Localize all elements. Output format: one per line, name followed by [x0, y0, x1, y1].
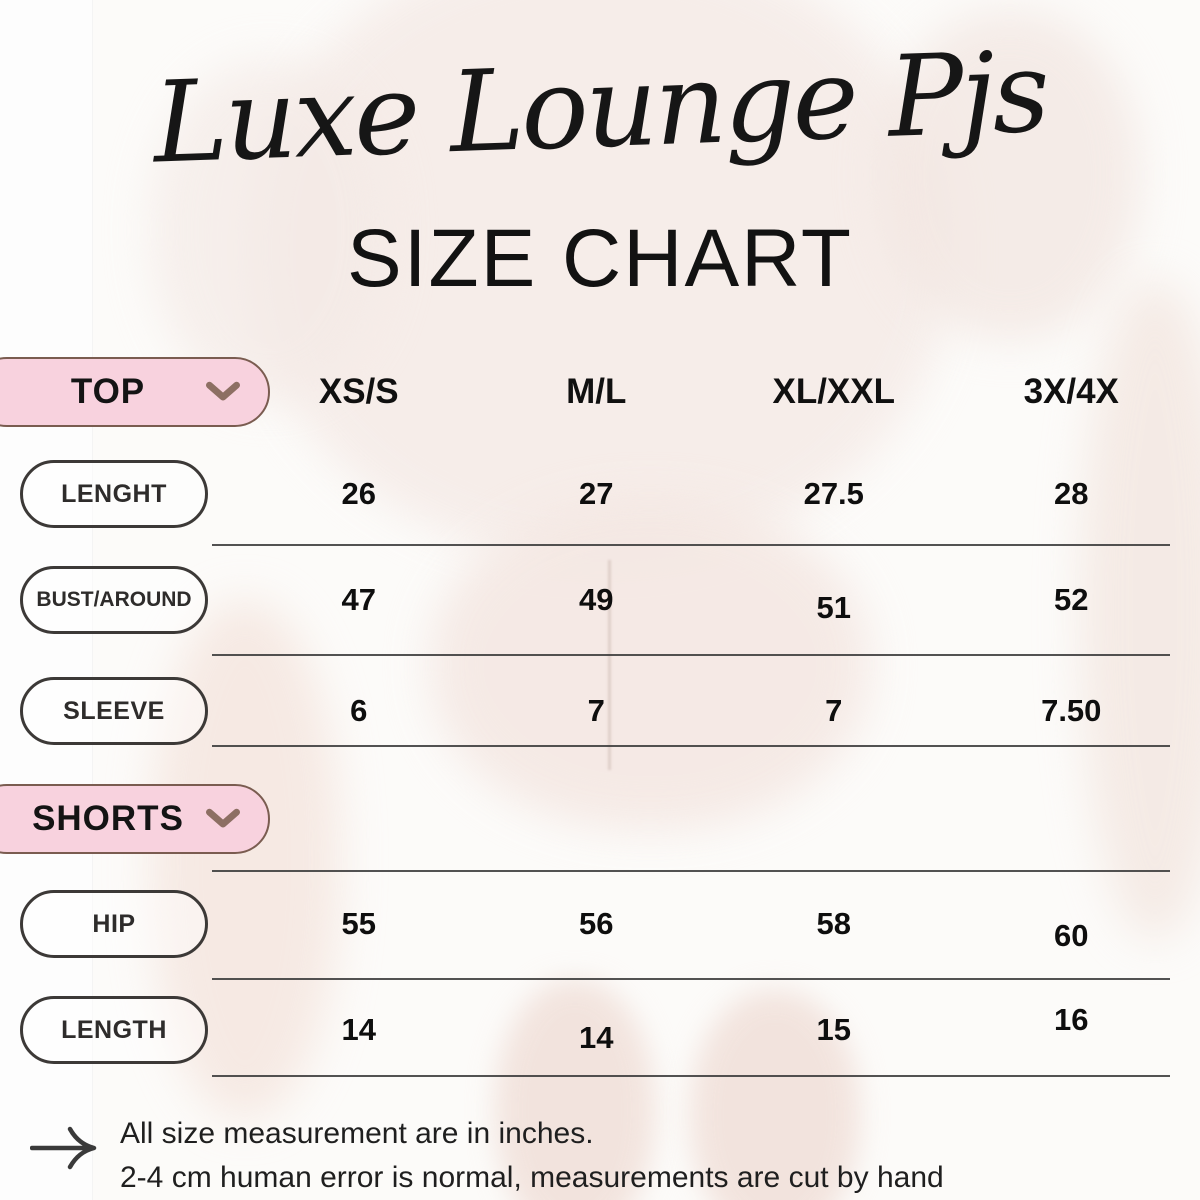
measure-label: LENGTH	[61, 1015, 167, 1044]
footnote-line-1: All size measurement are in inches.	[120, 1117, 594, 1150]
row-divider	[212, 870, 1170, 872]
measure-pill-hip: HIP	[20, 890, 208, 958]
cell-lenght-xs-s: 26	[341, 476, 376, 511]
footnote: All size measurement are in inches. 2-4 …	[120, 1112, 1170, 1200]
measure-label: HIP	[92, 909, 136, 938]
cell-length-m-l: 14	[579, 1020, 614, 1055]
page-title: SIZE CHART	[347, 213, 853, 304]
brand-script-title: Luxe Lounge Pjs	[151, 27, 1049, 189]
size-header-xs-s: XS/S	[318, 372, 399, 411]
pajama-shorts-shape	[430, 500, 870, 830]
cell-lenght-3x-4x: 28	[1054, 476, 1089, 511]
table-row-length: 14 14 15 16	[240, 996, 1190, 1064]
cell-hip-xl-xxl: 58	[816, 906, 851, 941]
size-header-m-l: M/L	[566, 372, 627, 411]
measure-pill-bust-around: BUST/AROUND	[20, 566, 208, 634]
size-header-3x-4x: 3X/4X	[1023, 372, 1119, 411]
cell-length-xl-xxl: 15	[816, 1012, 851, 1047]
table-row-lenght: 26 27 27.5 28	[240, 460, 1190, 528]
right-arrow-icon	[30, 1126, 97, 1170]
row-divider	[212, 978, 1170, 980]
cell-bust-xl-xxl: 51	[816, 590, 851, 625]
row-divider	[212, 745, 1170, 747]
row-divider	[212, 1075, 1170, 1077]
cell-length-3x-4x: 16	[1054, 1002, 1089, 1037]
cell-lenght-xl-xxl: 27.5	[803, 476, 864, 511]
cell-bust-xs-s: 47	[341, 582, 376, 617]
table-row-sleeve: 6 7 7 7.50	[240, 677, 1190, 745]
row-divider	[212, 654, 1170, 656]
table-row-bust-around: 47 49 51 52	[240, 566, 1190, 634]
cell-hip-xs-s: 55	[341, 906, 376, 941]
cell-sleeve-xs-s: 6	[350, 693, 368, 728]
section-label-top: TOP	[70, 372, 146, 411]
cell-hip-m-l: 56	[579, 906, 614, 941]
footnote-line-2: 2-4 cm human error is normal, measuremen…	[120, 1161, 944, 1194]
cell-hip-3x-4x: 60	[1054, 918, 1089, 953]
measure-label: SLEEVE	[63, 696, 165, 725]
measure-pill-lenght: LENGHT	[20, 460, 208, 528]
size-header-xl-xxl: XL/XXL	[772, 372, 896, 411]
measure-label: BUST/AROUND	[36, 588, 192, 611]
cell-length-xs-s: 14	[341, 1012, 376, 1047]
row-divider	[212, 544, 1170, 546]
cell-bust-m-l: 49	[579, 582, 614, 617]
measure-label: LENGHT	[61, 479, 167, 508]
size-header-row: XS/S M/L XL/XXL 3X/4X	[240, 357, 1190, 427]
table-row-hip: 55 56 58 60	[240, 890, 1190, 958]
section-toggle-shorts[interactable]: SHORTS	[0, 784, 270, 854]
section-label-shorts: SHORTS	[32, 799, 184, 838]
cell-sleeve-3x-4x: 7.50	[1041, 693, 1102, 728]
measure-pill-length: LENGTH	[20, 996, 208, 1064]
chevron-down-icon	[206, 808, 240, 828]
cell-lenght-m-l: 27	[579, 476, 614, 511]
measure-pill-sleeve: SLEEVE	[20, 677, 208, 745]
chevron-down-icon	[206, 381, 240, 401]
section-toggle-top[interactable]: TOP	[0, 357, 270, 427]
cell-bust-3x-4x: 52	[1054, 582, 1089, 617]
cell-sleeve-xl-xxl: 7	[825, 693, 843, 728]
cell-sleeve-m-l: 7	[587, 693, 605, 728]
